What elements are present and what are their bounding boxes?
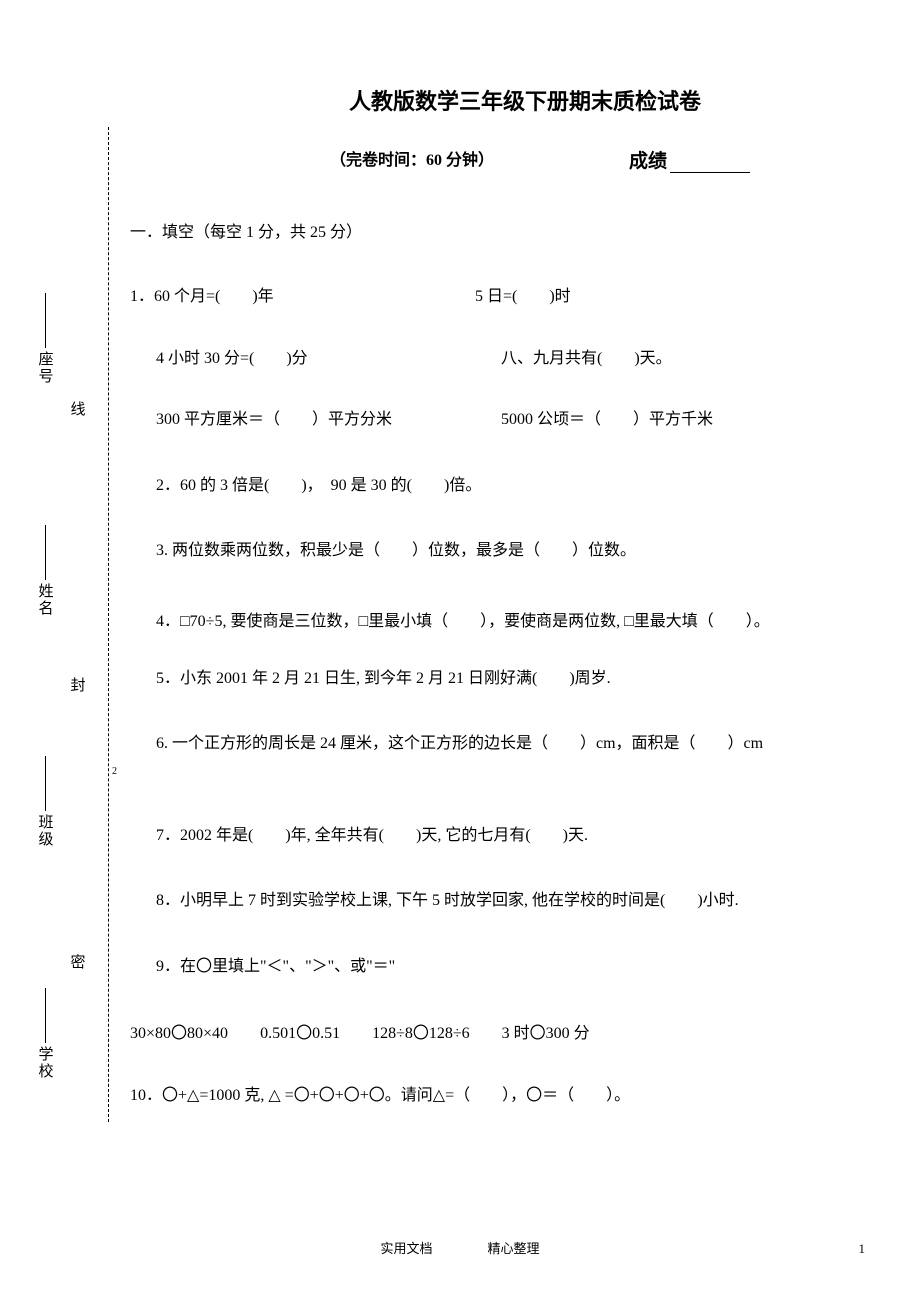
q9-item-1: 30×80〇80×40 [130,1019,228,1043]
q1-row2: 4 小时 30 分=( )分 八、九月共有( )天。 [130,346,860,372]
q10-d: =（ ），〇＝（ ）。 [445,1087,630,1104]
q4-text: 4．□70÷5, 要使商是三位数，□里最小填（ ），要使商是两位数, □里最大填… [156,613,770,630]
q1-r2c1: 4 小时 30 分=( )分 [130,346,475,372]
triangle-icon: △ [433,1087,445,1104]
q9-item-3: 128÷8〇128÷6 [372,1019,470,1043]
score-text: 成绩 [629,151,667,172]
question-9-items: 30×80〇80×40 0.501〇0.51 128÷8〇128÷6 3 时〇3… [130,1019,860,1043]
char-xian: 线 [70,398,85,419]
q1-row1: 1．60 个月=( )年 5 日=( )时 [130,284,860,310]
time-limit: （完卷时间：60 分钟） [330,146,494,173]
fill-line [45,756,46,811]
q9-item-4: 3 时〇300 分 [502,1019,590,1043]
side-label-school: 学校 [35,985,56,1080]
score-blank [670,172,750,173]
side-label-name: 姓名 [35,522,56,617]
page-title: 人教版数学三年级下册期末质检试卷 [190,84,860,116]
q6-superscript: 2 [112,766,117,777]
q1-r2c2: 八、九月共有( )天。 [475,346,672,372]
label-school: 学校 [35,1046,56,1080]
label-seat: 座号 [35,351,56,385]
question-2: 2．60 的 3 倍是( )， 90 是 30 的( )倍。 [130,473,860,499]
fill-line [45,525,46,580]
q1-row3: 300 平方厘米＝（ ）平方分米 5000 公顷＝（ ）平方千米 [130,407,860,433]
fill-line [45,293,46,348]
binding-margin: 座号 姓名 班级 学校 线 封 密 [30,270,105,1100]
triangle-icon: △ [268,1087,280,1104]
question-4: 4．□70÷5, 要使商是三位数，□里最小填（ ），要使商是两位数, □里最大填… [130,604,860,641]
label-class: 班级 [35,814,56,848]
q1-r3c2: 5000 公顷＝（ ）平方千米 [475,407,713,433]
q10-b: =1000 克, [199,1087,268,1104]
subtitle-row: （完卷时间：60 分钟） 成绩 [190,146,860,173]
footer: 实用文档 精心整理 [0,1238,920,1257]
triangle-icon: △ [187,1087,199,1104]
side-label-seat: 座号 [35,290,56,385]
question-1: 1．60 个月=( )年 5 日=( )时 4 小时 30 分=( )分 八、九… [130,284,860,433]
side-label-class: 班级 [35,753,56,848]
side-labels-column: 座号 姓名 班级 学校 [30,270,60,1100]
section-1-header: 一．填空（每空 1 分，共 25 分） [130,218,860,242]
question-7: 7．2002 年是( )年, 全年共有( )天, 它的七月有( )天. [130,823,860,849]
main-content: 人教版数学三年级下册期末质检试卷 （完卷时间：60 分钟） 成绩 一．填空（每空… [130,84,860,1149]
footer-right: 精心整理 [488,1238,540,1257]
q10-a: 10．〇+ [130,1087,187,1104]
char-feng: 封 [70,674,85,695]
question-6: 6. 一个正方形的周长是 24 厘米，这个正方形的边长是（ ）cm，面积是（ ）… [130,731,860,782]
seal-chars: 线 封 密 [68,270,88,1100]
q1-r1c2: 5 日=( )时 [475,284,571,310]
question-5: 5．小东 2001 年 2 月 21 日生, 到今年 2 月 21 日刚好满( … [130,666,860,692]
char-mi: 密 [70,951,85,972]
dashed-fold-line [108,127,109,1122]
question-9: 9．在〇里填上"＜"、"＞"、或"＝" [130,954,860,980]
q6-text: 6. 一个正方形的周长是 24 厘米，这个正方形的边长是（ ）cm，面积是（ ）… [156,735,763,752]
footer-left: 实用文档 [380,1238,432,1257]
question-8: 8．小明早上 7 时到实验学校上课, 下午 5 时放学回家, 他在学校的时间是(… [130,888,860,914]
q1-r1c1: 1．60 个月=( )年 [130,284,475,310]
label-name: 姓名 [35,583,56,617]
fill-line [45,988,46,1043]
question-10: 10．〇+△=1000 克, △ =〇+〇+〇+〇。请问△=（ ），〇＝（ ）。 [130,1083,860,1109]
q9-item-2: 0.501〇0.51 [260,1019,340,1043]
q1-r3c1: 300 平方厘米＝（ ）平方分米 [130,407,475,433]
page-number: 1 [859,1241,866,1257]
question-3: 3. 两位数乘两位数，积最少是（ ）位数，最多是（ ）位数。 [130,538,860,564]
score-label: 成绩 [629,146,750,173]
q10-c: =〇+〇+〇+〇。请问 [281,1087,433,1104]
